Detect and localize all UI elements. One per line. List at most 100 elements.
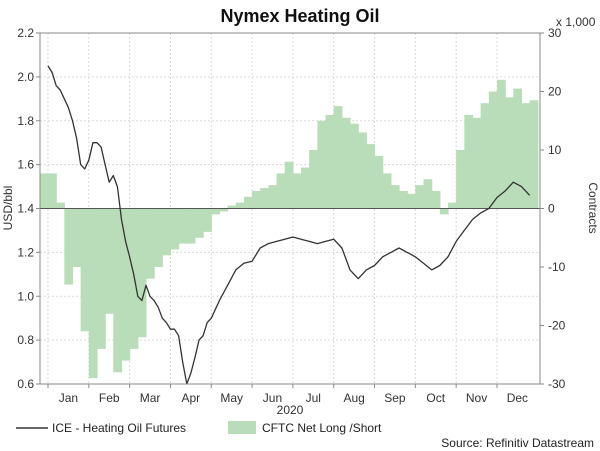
right-tick-label: -20 (548, 319, 566, 333)
month-axis-ticks: Jan Feb Mar Apr May Jun Jul Aug Sep Oct Nov Dec (47, 384, 528, 405)
cftc-area-bar (431, 190, 441, 209)
month-tick-label: Jun (263, 391, 282, 405)
cftc-area-bar (235, 202, 245, 209)
month-tick-label: Sep (384, 391, 406, 405)
cftc-area-bar (162, 208, 172, 256)
cftc-area-bar (423, 179, 433, 209)
month-tick-label: Aug (343, 391, 364, 405)
right-tick-label: 0 (548, 202, 555, 216)
cftc-area-bar (40, 173, 57, 209)
cftc-area-bar (96, 208, 106, 349)
cftc-area-bar (137, 208, 147, 338)
cftc-area-bar (170, 208, 180, 250)
cftc-area-bar (480, 103, 490, 209)
right-tick-label: 20 (548, 85, 562, 99)
cftc-area-series (40, 79, 539, 379)
cftc-area-bar (56, 202, 65, 209)
month-tick-label: Feb (99, 391, 120, 405)
cftc-area-bar (464, 114, 474, 209)
legend-label-cftc: CFTC Net Long /Short (262, 421, 382, 435)
year-label: 2020 (277, 403, 304, 417)
cftc-area-bar (88, 208, 98, 379)
cftc-area-bar (390, 185, 400, 209)
chart-title: Nymex Heating Oil (220, 6, 379, 26)
month-tick-label: Nov (466, 391, 487, 405)
cftc-area-bar (72, 208, 82, 267)
legend-label-heating-oil: ICE - Heating Oil Futures (52, 421, 186, 435)
cftc-area-bar (382, 173, 392, 209)
cftc-area-bar (227, 205, 237, 209)
right-tick-label: -10 (548, 260, 566, 274)
month-tick-label: Apr (182, 391, 201, 405)
cftc-area-bar (448, 202, 457, 209)
month-tick-label: Mar (140, 391, 161, 405)
cftc-area-bar (488, 91, 498, 209)
right-tick-label: 30 (548, 26, 562, 40)
cftc-area-bar (529, 100, 539, 209)
heating-oil-line-series (47, 65, 531, 385)
cftc-area-bar (243, 196, 253, 209)
month-tick-label: Dec (507, 391, 528, 405)
cftc-area-bar (496, 79, 506, 209)
cftc-area-bar (301, 167, 310, 209)
left-tick-label: 2.2 (17, 26, 34, 40)
cftc-area-bar (407, 193, 416, 209)
left-tick-label: 1.0 (17, 289, 34, 303)
cftc-area-bar (505, 97, 514, 209)
cftc-area-bar (121, 208, 131, 361)
cftc-area-bar (194, 208, 204, 238)
source-note: Source: Refinitiv Datastream (441, 436, 594, 450)
cftc-area-bar (317, 120, 327, 209)
cftc-area-bar (374, 155, 384, 209)
cftc-area-bar (219, 208, 229, 212)
legend-area-swatch (228, 421, 256, 434)
cftc-area-bar (260, 188, 270, 209)
cftc-area-bar (472, 117, 482, 209)
cftc-area-bar (333, 106, 343, 209)
cftc-area-bar (456, 150, 465, 209)
cftc-area-bar (284, 161, 294, 209)
right-tick-label: 10 (548, 143, 562, 157)
right-tick-label: -30 (548, 377, 566, 391)
cftc-area-bar (154, 208, 163, 267)
cftc-area-bar (105, 208, 114, 314)
left-tick-label: 1.6 (17, 158, 34, 172)
cftc-area-bar (80, 208, 90, 332)
cftc-area-bar (211, 208, 221, 215)
month-tick-label: Oct (426, 391, 445, 405)
month-tick-label: May (220, 391, 243, 405)
cftc-area-bar (350, 123, 359, 209)
cftc-area-bar (358, 132, 367, 209)
cftc-area-bar (64, 208, 74, 285)
cftc-area-bar (415, 185, 425, 209)
left-tick-label: 1.2 (17, 245, 34, 259)
cftc-area-bar (252, 190, 261, 209)
cftc-area-bar (145, 208, 155, 279)
cftc-area-bar (521, 103, 531, 209)
cftc-area-bar (203, 208, 212, 232)
left-axis-label: USD/bbl (1, 186, 15, 231)
right-axis-label: Contracts (586, 182, 600, 233)
cftc-area-bar (399, 190, 408, 209)
legend: ICE - Heating Oil Futures CFTC Net Long … (16, 421, 382, 435)
left-tick-label: 0.6 (17, 377, 34, 391)
left-tick-label: 0.8 (17, 333, 34, 347)
month-tick-label: Jul (306, 391, 321, 405)
cftc-area-bar (186, 208, 196, 244)
right-axis-ticks: -30 -20 -10 0 10 20 30 (540, 26, 566, 391)
cftc-area-bar (309, 150, 318, 209)
cftc-area-bar (439, 208, 449, 215)
left-tick-label: 1.4 (17, 202, 34, 216)
cftc-area-bar (178, 208, 188, 244)
cftc-area-bar (366, 144, 376, 209)
cftc-area-bar (325, 114, 335, 209)
right-axis-unit: x 1,000 (556, 15, 596, 29)
left-axis-ticks: 0.6 0.8 1.0 1.2 1.4 1.6 1.8 2.0 2.2 (17, 26, 40, 391)
cftc-area-bar (513, 88, 523, 209)
cftc-area-bar (113, 208, 123, 373)
cftc-area-bar (268, 185, 278, 209)
heating-oil-line (47, 65, 531, 385)
month-tick-label: Jan (59, 391, 78, 405)
left-tick-label: 1.8 (17, 114, 34, 128)
